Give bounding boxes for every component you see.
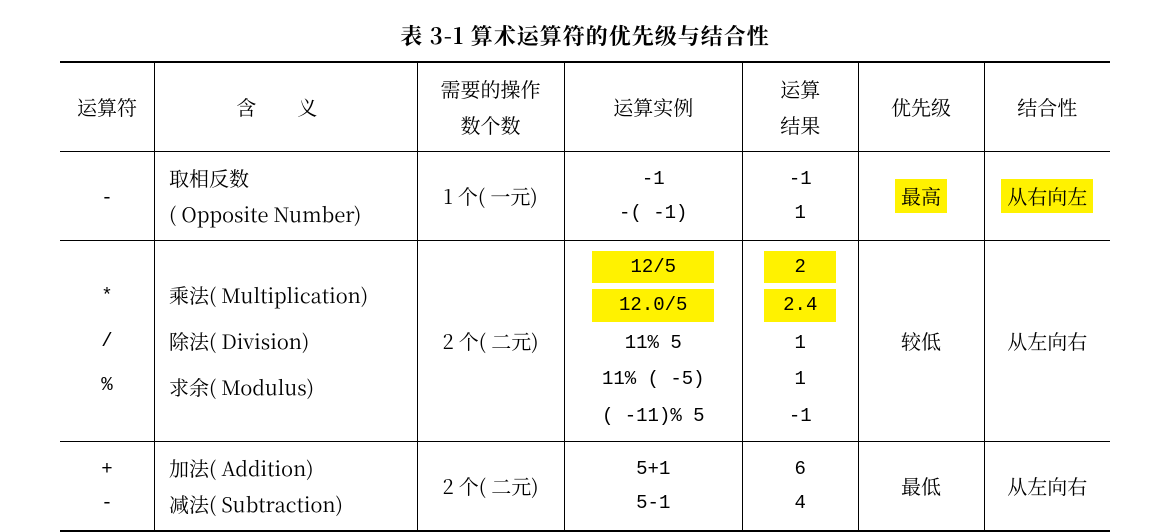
cell-example: 5+1 5-1 <box>564 441 743 531</box>
cell-meaning: 加法( Addition) 减法( Subtraction) <box>155 441 418 531</box>
res-hl-1: 2 <box>764 251 836 283</box>
table-header-row: 运算符 含 义 需要的操作 数个数 运算实例 运算 结果 优先级 结合性 <box>60 62 1110 152</box>
cell-assoc: 从右向左 <box>984 152 1110 241</box>
cell-example: -1 -( -1) <box>564 152 743 241</box>
operator-table: 运算符 含 义 需要的操作 数个数 运算实例 运算 结果 优先级 结合性 <box>60 61 1110 532</box>
table-row: * / % 乘法( Multiplication) 除法( Division) … <box>60 241 1110 442</box>
ex-l2: -( -1) <box>619 198 687 228</box>
col-assoc: 结合性 <box>984 62 1110 152</box>
ex-hl-1: 12/5 <box>592 251 714 283</box>
col-result-l1: 运算 <box>780 73 820 105</box>
res-l2: 1 <box>795 198 806 228</box>
res-l2: 4 <box>795 488 806 518</box>
res-l3: 1 <box>795 328 806 358</box>
cell-meaning: 乘法( Multiplication) 除法( Division) 求余( Mo… <box>155 241 418 442</box>
cell-result: 2 2.4 1 1 -1 <box>743 241 859 442</box>
op-star: * <box>101 281 112 311</box>
res-l4: 1 <box>795 364 806 394</box>
cell-operand-count: 1 个( 一元) <box>417 152 564 241</box>
res-hl-2: 2.4 <box>764 289 836 321</box>
table-row: + - 加法( Addition) 减法( Subtraction) 2 个( … <box>60 441 1110 531</box>
page-root: 表 3-1 算术运算符的优先级与结合性 运算符 含 义 需要的操作 数个数 运算… <box>0 0 1170 520</box>
cell-result: 6 4 <box>743 441 859 531</box>
meaning-add: 加法( Addition) <box>169 452 314 484</box>
col-example: 运算实例 <box>564 62 743 152</box>
cell-assoc: 从左向右 <box>984 441 1110 531</box>
op-slash: / <box>101 326 112 356</box>
ex-l5: ( -11)% 5 <box>602 401 705 431</box>
meaning-mod: 求余( Modulus) <box>169 371 314 403</box>
ex-l1: -1 <box>642 164 665 194</box>
cell-operand-count: 2 个( 二元) <box>417 241 564 442</box>
ex-l3: 11% 5 <box>625 328 682 358</box>
cell-operator: - <box>60 152 155 241</box>
col-operand-count-l1: 需要的操作 <box>441 73 541 105</box>
col-result: 运算 结果 <box>743 62 859 152</box>
col-meaning-text: 含 义 <box>236 92 335 121</box>
cell-result: -1 1 <box>743 152 859 241</box>
meaning-l1: 取相反数 <box>169 162 249 194</box>
col-meaning: 含 义 <box>155 62 418 152</box>
ex-l1: 5+1 <box>636 454 670 484</box>
cell-operand-count: 2 个( 二元) <box>417 441 564 531</box>
meaning-mul: 乘法( Multiplication) <box>169 279 368 311</box>
meaning-sub: 减法( Subtraction) <box>169 488 343 520</box>
col-priority: 优先级 <box>858 62 984 152</box>
ex-l4: 11% ( -5) <box>602 364 705 394</box>
ex-l2: 5-1 <box>636 488 670 518</box>
priority-highest-highlight: 最高 <box>895 179 947 213</box>
op-percent: % <box>101 370 112 400</box>
cell-operator: * / % <box>60 241 155 442</box>
cell-meaning: 取相反数 ( Opposite Number) <box>155 152 418 241</box>
col-operand-count: 需要的操作 数个数 <box>417 62 564 152</box>
col-operand-count-l2: 数个数 <box>461 109 521 141</box>
op-unary-minus: - <box>101 187 112 209</box>
meaning-l2: ( Opposite Number) <box>169 198 361 230</box>
table-caption: 表 3-1 算术运算符的优先级与结合性 <box>60 20 1110 51</box>
cell-priority: 最高 <box>858 152 984 241</box>
res-l1: -1 <box>789 164 812 194</box>
assoc-rtl-highlight: 从右向左 <box>1001 179 1093 213</box>
op-plus: + <box>101 454 112 484</box>
cell-priority: 最低 <box>858 441 984 531</box>
cell-operator: + - <box>60 441 155 531</box>
res-l5: -1 <box>789 401 812 431</box>
meaning-div: 除法( Division) <box>169 325 309 357</box>
cell-priority: 较低 <box>858 241 984 442</box>
ex-hl-2: 12.0/5 <box>592 289 714 321</box>
table-row: - 取相反数 ( Opposite Number) 1 个( 一元) -1 -(… <box>60 152 1110 241</box>
cell-example: 12/5 12.0/5 11% 5 11% ( -5) ( -11)% 5 <box>564 241 743 442</box>
cell-assoc: 从左向右 <box>984 241 1110 442</box>
op-minus: - <box>101 488 112 518</box>
res-l1: 6 <box>795 454 806 484</box>
col-operator: 运算符 <box>60 62 155 152</box>
col-result-l2: 结果 <box>780 109 820 141</box>
